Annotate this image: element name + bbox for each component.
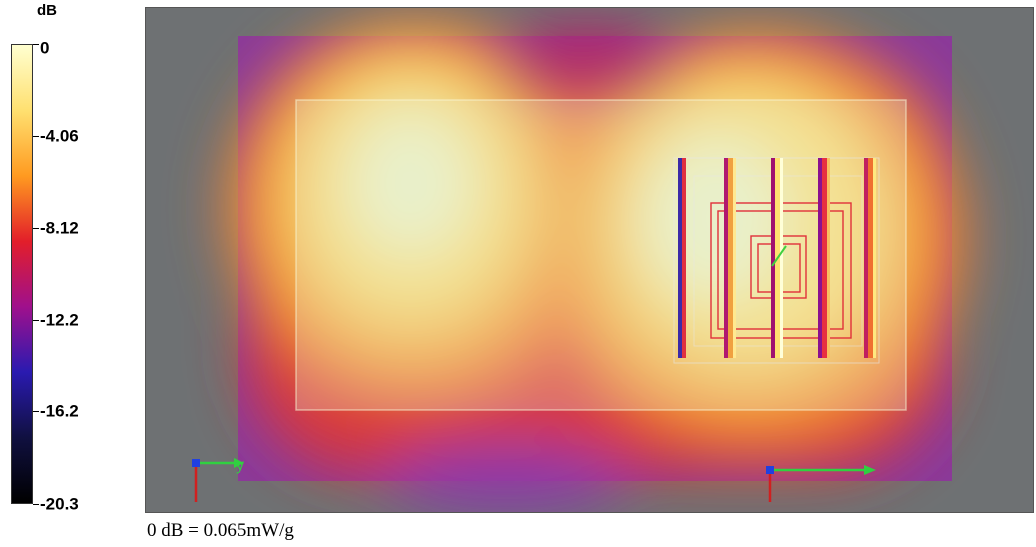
heatmap-svg: y (192, 18, 966, 512)
colorbar-tick-mark (33, 320, 39, 322)
axis-label-y: y (236, 457, 244, 474)
heat-valley-bottom (386, 443, 626, 512)
fin-2 (724, 158, 736, 358)
colorbar-tick-label: -16.2 (40, 401, 79, 421)
zoom-scan-area (295, 99, 907, 411)
colorbar-unit: dB (37, 2, 57, 19)
colorbar-tick-mark (33, 136, 39, 137)
normalization-footer: 0 dB = 0.065mW/g (147, 520, 294, 541)
fin-1 (678, 158, 686, 358)
colorbar-tick-label: -8.12 (40, 218, 79, 238)
colorbar-tick-label: -4.06 (40, 126, 79, 146)
colorbar (11, 44, 33, 504)
axis-triad-right (766, 465, 876, 502)
colorbar-tick-label: -20.3 (40, 494, 79, 514)
heat-valley-top (496, 23, 676, 103)
colorbar-tick-label: -12.2 (40, 310, 79, 330)
axis-triad-left: y (192, 457, 244, 502)
fin-4 (818, 158, 830, 358)
fin-5 (864, 158, 876, 358)
colorbar-tick-mark (33, 411, 39, 413)
device-center-marker (771, 245, 787, 267)
colorbar-tick-mark (33, 504, 39, 505)
colorbar-tick-mark (33, 228, 39, 229)
colorbar-tick-mark (33, 44, 39, 45)
colorbar-tick-label: 0 (40, 38, 50, 58)
heat-peak-left (351, 113, 471, 253)
sar-heatmap-plot: y (145, 7, 1034, 513)
